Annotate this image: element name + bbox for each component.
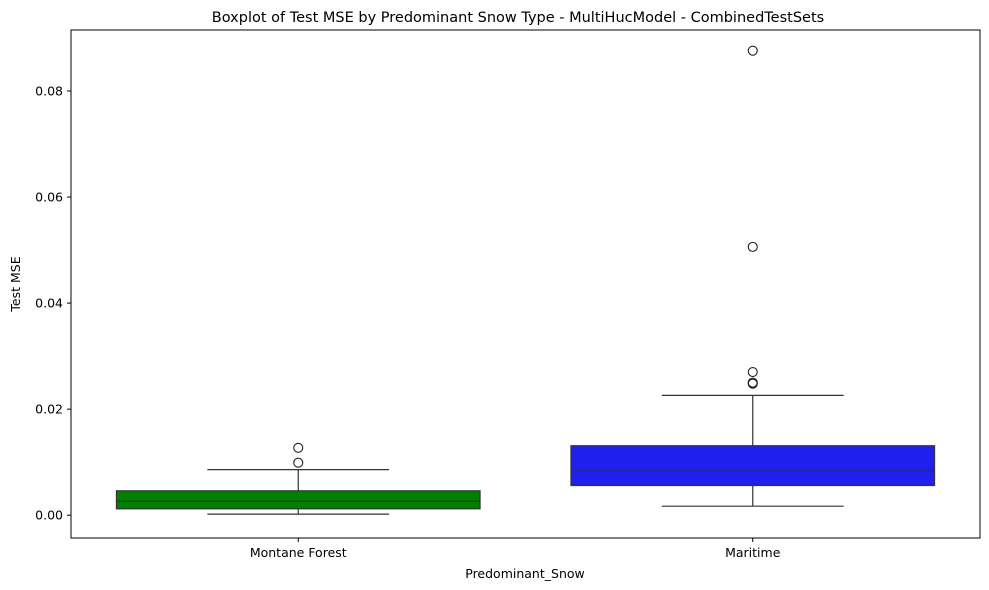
y-tick-label: 0.00	[35, 508, 63, 523]
outlier-point	[293, 442, 304, 453]
y-tick-label: 0.02	[35, 402, 63, 417]
x-tick-label: Maritime	[725, 545, 781, 560]
outlier-point	[747, 366, 758, 378]
iqr-box	[115, 490, 481, 510]
x-axis: Montane Forest Maritime	[250, 538, 781, 560]
x-tick-label: Montane Forest	[250, 545, 347, 560]
plot-frame	[70, 29, 981, 539]
y-tick-label: 0.06	[35, 190, 63, 205]
y-axis-title: Test MSE	[8, 256, 23, 312]
y-tick-label: 0.04	[35, 296, 63, 311]
iqr-box	[570, 445, 936, 487]
y-tick-label: 0.08	[35, 83, 63, 98]
outlier-point	[747, 45, 758, 56]
outlier-point	[293, 457, 304, 468]
box-group	[115, 442, 481, 515]
x-axis-title: Predominant_Snow	[465, 566, 585, 581]
box-series	[115, 45, 936, 515]
outlier-point	[747, 377, 758, 388]
outlier-point	[747, 241, 758, 252]
box-group	[570, 45, 936, 507]
y-axis: 0.00 0.02 0.04 0.06 0.08	[35, 83, 71, 523]
chart-title: Boxplot of Test MSE by Predominant Snow …	[212, 10, 824, 26]
